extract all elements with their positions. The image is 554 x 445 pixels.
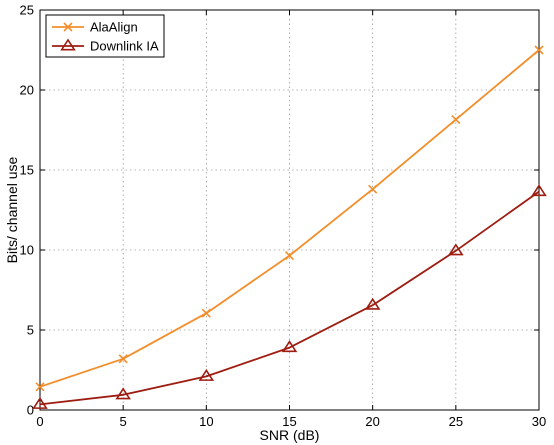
data-point-downlink-ia <box>448 243 464 256</box>
legend-marker-downlink-ia <box>60 38 76 51</box>
point-marker-downlink-ia <box>281 340 298 353</box>
data-point-downlink-ia <box>198 368 215 381</box>
series-alaalign <box>35 45 544 392</box>
y-tick-label: 25 <box>20 3 34 18</box>
data-point-downlink-ia <box>364 297 381 310</box>
legend-marker-shape <box>60 38 76 51</box>
point-marker-alaalign <box>534 45 544 55</box>
point-marker-downlink-ia <box>531 184 547 197</box>
point-marker-downlink-ia <box>198 368 215 381</box>
legend-marker-alaalign <box>63 22 73 32</box>
y-tick-label: 10 <box>20 243 34 258</box>
y-tick-label: 5 <box>27 323 34 338</box>
x-tick-label: 30 <box>532 414 546 429</box>
point-marker-alaalign <box>368 184 378 194</box>
data-point-alaalign <box>284 251 295 261</box>
series-line-downlink-ia <box>39 190 540 406</box>
x-tick-label: 25 <box>449 414 463 429</box>
y-tick-label: 0 <box>27 403 34 418</box>
point-marker-alaalign <box>201 308 211 318</box>
data-point-alaalign <box>534 45 544 55</box>
data-point-alaalign <box>451 115 461 125</box>
point-marker-downlink-ia <box>32 396 48 409</box>
legend-label-alaalign: AlaAlign <box>90 20 138 35</box>
legend: AlaAlign Downlink IA <box>45 14 165 58</box>
data-point-downlink-ia <box>531 184 547 197</box>
point-marker-alaalign <box>35 382 45 392</box>
legend-item-alaalign: AlaAlign <box>52 20 138 35</box>
point-marker-alaalign <box>118 354 128 364</box>
point-marker-alaalign <box>451 115 461 125</box>
data-point-alaalign <box>201 308 211 318</box>
x-tick-label: 0 <box>36 414 43 429</box>
ticks: 0 5 10 15 20 25 30 0 5 10 15 20 25 <box>20 3 547 430</box>
point-marker-alaalign <box>284 251 295 261</box>
x-tick-label: 15 <box>282 414 296 429</box>
data-point-downlink-ia <box>281 340 298 353</box>
data-point-alaalign <box>35 382 45 392</box>
x-tick-label: 20 <box>365 414 379 429</box>
x-tick-label: 10 <box>199 414 213 429</box>
y-tick-label: 20 <box>20 83 34 98</box>
data-point-alaalign <box>368 184 378 194</box>
legend-label-downlink-ia: Downlink IA <box>90 39 159 54</box>
legend-item-downlink-ia: Downlink IA <box>52 39 159 54</box>
point-marker-downlink-ia <box>364 297 381 310</box>
series-downlink-ia <box>32 184 547 409</box>
point-marker-downlink-ia <box>115 387 131 400</box>
grid <box>40 10 539 410</box>
x-tick-label: 5 <box>120 414 127 429</box>
point-marker-downlink-ia <box>448 243 464 256</box>
data-point-alaalign <box>118 354 128 364</box>
data-point-downlink-ia <box>32 396 48 409</box>
y-tick-label: 15 <box>20 163 34 178</box>
series <box>32 45 547 409</box>
data-point-downlink-ia <box>115 387 131 400</box>
x-axis-label: SNR (dB) <box>260 427 320 443</box>
legend-marker-shape <box>63 22 73 32</box>
y-axis-label: Bits/ channel use <box>4 156 20 263</box>
